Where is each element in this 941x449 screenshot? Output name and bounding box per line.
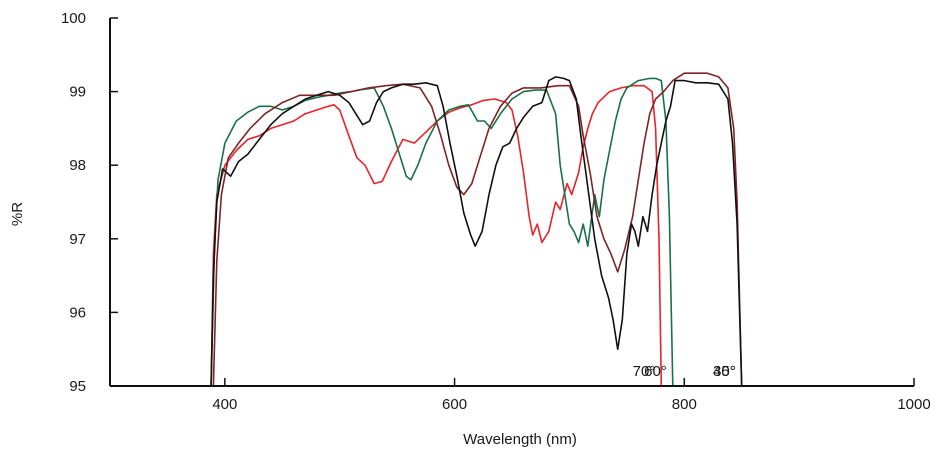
x-tick-label: 400 bbox=[212, 396, 237, 413]
axes bbox=[109, 17, 915, 387]
angle-label-3: 45° bbox=[713, 363, 736, 380]
y-tick-label: 99 bbox=[69, 84, 86, 101]
y-axis-title: %R bbox=[9, 202, 26, 226]
x-tick-label: 1000 bbox=[897, 396, 930, 413]
series-line-1 bbox=[210, 84, 663, 387]
y-tick-label: 97 bbox=[69, 231, 86, 248]
angle-labels: 70°60° 45°30° bbox=[633, 363, 736, 380]
angle-label-1: 70° bbox=[633, 363, 656, 380]
x-tick-label: 800 bbox=[672, 396, 697, 413]
y-tick-label: 98 bbox=[69, 157, 86, 174]
angle-label-4: 30° bbox=[713, 363, 736, 380]
series-line-3 bbox=[212, 72, 743, 387]
y-tick-labels: 95 96 97 98 99 100 bbox=[61, 10, 86, 395]
y-tick-label: 95 bbox=[69, 378, 86, 395]
x-tick-labels: 400 600 800 1000 bbox=[212, 396, 930, 413]
series-line-4 bbox=[210, 76, 743, 387]
series-layer bbox=[210, 72, 743, 387]
x-tick-label: 600 bbox=[442, 396, 467, 413]
y-tick-label: 100 bbox=[61, 10, 86, 27]
angle-label-2: 60° bbox=[644, 363, 667, 380]
x-axis-title: Wavelength (nm) bbox=[463, 431, 577, 448]
y-tick-label: 96 bbox=[69, 304, 86, 321]
